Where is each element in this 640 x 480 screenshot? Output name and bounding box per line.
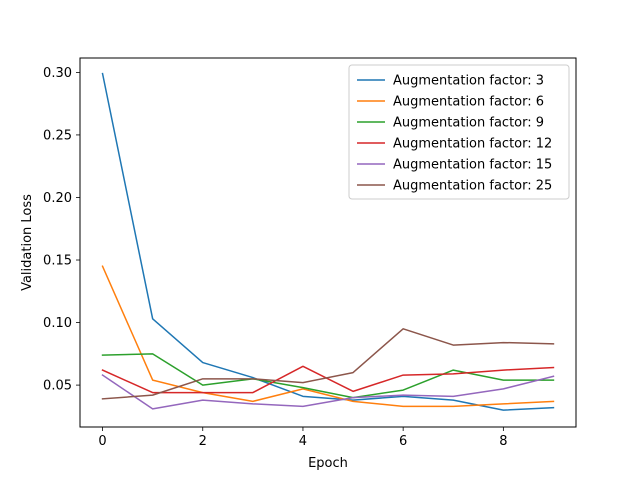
x-axis-label: Epoch bbox=[308, 456, 348, 471]
legend-entry: Augmentation factor: 9 bbox=[393, 116, 544, 131]
series-line-5 bbox=[101, 374, 555, 410]
series-line-6 bbox=[101, 328, 555, 400]
y-axis-label: Validation Loss bbox=[20, 194, 35, 291]
legend-entry: Augmentation factor: 15 bbox=[393, 158, 552, 173]
legend-entry: Augmentation factor: 6 bbox=[393, 95, 544, 110]
legend-entry: Augmentation factor: 3 bbox=[393, 74, 544, 89]
legend-entry: Augmentation factor: 25 bbox=[393, 179, 552, 194]
legend-box bbox=[348, 64, 570, 200]
series-line-2 bbox=[101, 265, 555, 408]
y-tick-label: 0.10 bbox=[43, 316, 72, 331]
legend-entry: Augmentation factor: 12 bbox=[393, 137, 552, 152]
legend: Augmentation factor: 3 Augmentation facto… bbox=[348, 64, 570, 200]
x-tick-label: 0 bbox=[98, 434, 106, 449]
series-line-3 bbox=[101, 353, 555, 399]
series-lines bbox=[101, 72, 555, 411]
x-axis-ticks: 0 2 4 6 8 bbox=[98, 427, 507, 449]
x-tick-label: 4 bbox=[299, 434, 307, 449]
x-tick-label: 2 bbox=[199, 434, 207, 449]
series-line-4 bbox=[101, 365, 555, 394]
y-tick-label: 0.30 bbox=[43, 66, 72, 81]
y-tick-label: 0.05 bbox=[43, 379, 72, 394]
x-tick-label: 6 bbox=[399, 434, 407, 449]
y-tick-label: 0.20 bbox=[43, 191, 72, 206]
y-tick-label: 0.15 bbox=[43, 254, 72, 269]
x-tick-label: 8 bbox=[499, 434, 507, 449]
plot-frame bbox=[79, 57, 577, 428]
y-axis-ticks: 0.05 0.10 0.15 0.20 0.25 0.30 bbox=[43, 66, 80, 394]
y-tick-label: 0.25 bbox=[43, 128, 72, 143]
